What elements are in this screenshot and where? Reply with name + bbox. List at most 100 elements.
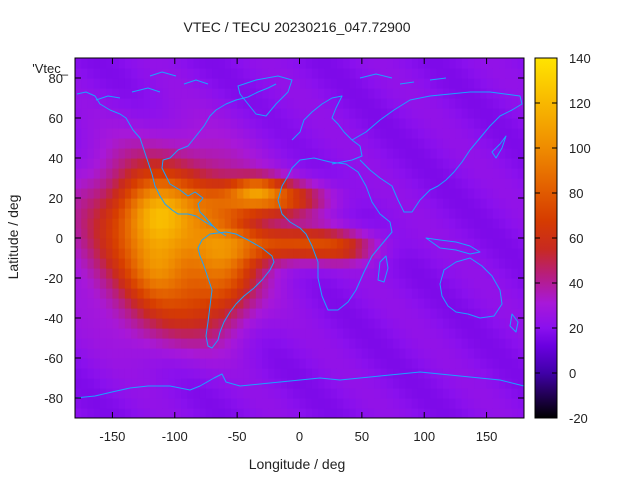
- heatmap-cell: [405, 58, 413, 69]
- heatmap-cell: [436, 128, 444, 139]
- heatmap-cell: [336, 78, 344, 89]
- heatmap-cell: [299, 358, 307, 369]
- heatmap-cell: [467, 298, 475, 309]
- heatmap-cell: [124, 408, 132, 418]
- heatmap-cell: [349, 378, 357, 389]
- coastlines: [75, 71, 524, 399]
- heatmap-cell: [324, 408, 332, 418]
- heatmap-cell: [355, 228, 363, 239]
- heatmap-cell: [168, 348, 176, 359]
- heatmap-cell: [368, 58, 375, 69]
- heatmap-cell: [237, 378, 244, 389]
- heatmap-cell: [380, 248, 388, 259]
- heatmap-cell: [243, 158, 251, 169]
- heatmap-cell: [81, 308, 89, 319]
- heatmap-cell: [449, 208, 457, 219]
- heatmap-cell: [137, 408, 145, 418]
- heatmap-cell: [199, 58, 207, 69]
- heatmap-cell: [436, 208, 444, 219]
- heatmap-cell: [405, 288, 413, 299]
- heatmap-cell: [149, 268, 157, 279]
- heatmap-cell: [361, 238, 369, 249]
- heatmap-cell: [181, 198, 188, 209]
- heatmap-cell: [168, 228, 176, 239]
- heatmap-cell: [106, 348, 114, 359]
- heatmap-cell: [249, 158, 257, 169]
- heatmap-cell: [137, 138, 145, 149]
- heatmap-cell: [436, 258, 444, 269]
- heatmap-cell: [311, 88, 319, 99]
- heatmap-cell: [280, 378, 288, 389]
- heatmap-cell: [243, 348, 251, 359]
- heatmap-cell: [224, 168, 232, 179]
- heatmap-cell: [75, 108, 82, 119]
- heatmap-cell: [293, 178, 301, 189]
- heatmap-cell: [474, 348, 481, 359]
- heatmap-cell: [237, 368, 244, 379]
- heatmap-cell: [324, 228, 332, 239]
- heatmap-cell: [492, 248, 500, 259]
- heatmap-cell: [93, 138, 101, 149]
- heatmap-cell: [417, 88, 425, 99]
- heatmap-cell: [230, 398, 238, 409]
- heatmap-cell: [492, 258, 500, 269]
- heatmap-cell: [293, 168, 301, 179]
- heatmap-cell: [181, 228, 188, 239]
- heatmap-cell: [99, 118, 107, 129]
- heatmap-cell: [199, 278, 207, 289]
- heatmap-cell: [417, 278, 425, 289]
- heatmap-cell: [124, 158, 132, 169]
- heatmap-cell: [181, 128, 188, 139]
- heatmap-cell: [499, 338, 506, 349]
- heatmap-cell: [118, 118, 126, 129]
- heatmap-cell: [87, 348, 95, 359]
- heatmap-cell: [87, 58, 95, 69]
- heatmap-cell: [318, 238, 326, 249]
- heatmap-cell: [449, 308, 457, 319]
- africa-coast: [277, 157, 393, 311]
- heatmap-cell: [287, 68, 294, 79]
- heatmap-cell: [343, 388, 350, 399]
- heatmap-cell: [299, 218, 307, 229]
- heatmap-cell: [417, 308, 425, 319]
- heatmap-cell: [131, 188, 138, 199]
- heatmap-cell: [268, 178, 276, 189]
- heatmap-cell: [212, 398, 220, 409]
- heatmap-cell: [181, 98, 188, 109]
- heatmap-cell: [449, 398, 457, 409]
- heatmap-cell: [187, 168, 195, 179]
- heatmap-cell: [112, 328, 120, 339]
- heatmap-cell: [162, 338, 170, 349]
- heatmap-cell: [212, 278, 220, 289]
- heatmap-cell: [118, 268, 126, 279]
- heatmap-cell: [311, 208, 319, 219]
- heatmap-cell: [361, 88, 369, 99]
- heatmap-cell: [330, 198, 338, 209]
- heatmap-cell: [417, 148, 425, 159]
- heatmap-cell: [349, 138, 357, 149]
- heatmap-cell: [181, 248, 188, 259]
- heatmap-cell: [168, 268, 176, 279]
- heatmap-cell: [131, 358, 138, 369]
- heatmap-cell: [205, 388, 213, 399]
- heatmap-cell: [162, 148, 170, 159]
- heatmap-cell: [75, 378, 82, 389]
- heatmap-cell: [442, 228, 450, 239]
- heatmap-cell: [436, 358, 444, 369]
- heatmap-cell: [455, 98, 463, 109]
- heatmap-cell: [442, 338, 450, 349]
- heatmap-cell: [486, 138, 494, 149]
- heatmap-cell: [280, 248, 288, 259]
- heatmap-cell: [112, 218, 120, 229]
- heatmap-cell: [393, 298, 400, 309]
- heatmap-cell: [156, 58, 163, 69]
- heatmap-cell: [349, 318, 357, 329]
- heatmap-cell: [505, 118, 513, 129]
- heatmap-cell: [218, 128, 226, 139]
- heatmap-cell: [205, 188, 213, 199]
- heatmap-cell: [137, 58, 145, 69]
- heatmap-cell: [305, 388, 313, 399]
- heatmap-cell: [505, 358, 513, 369]
- heatmap-cell: [492, 98, 500, 109]
